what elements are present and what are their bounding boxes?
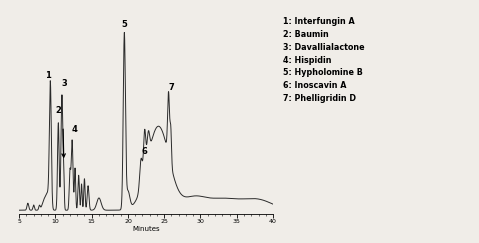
Text: 5: 5 — [121, 20, 127, 29]
Text: 2: 2 — [56, 106, 61, 115]
Text: 1: Interfungin A
2: Baumin
3: Davallialactone
4: Hispidin
5: Hypholomine B
6: In: 1: Interfungin A 2: Baumin 3: Davalliala… — [283, 17, 364, 103]
Text: 3: 3 — [61, 79, 67, 88]
Text: 4: 4 — [71, 125, 77, 134]
Text: 7: 7 — [169, 83, 174, 92]
Text: 1: 1 — [45, 71, 51, 80]
Text: 6: 6 — [142, 147, 148, 156]
X-axis label: Minutes: Minutes — [132, 226, 160, 232]
